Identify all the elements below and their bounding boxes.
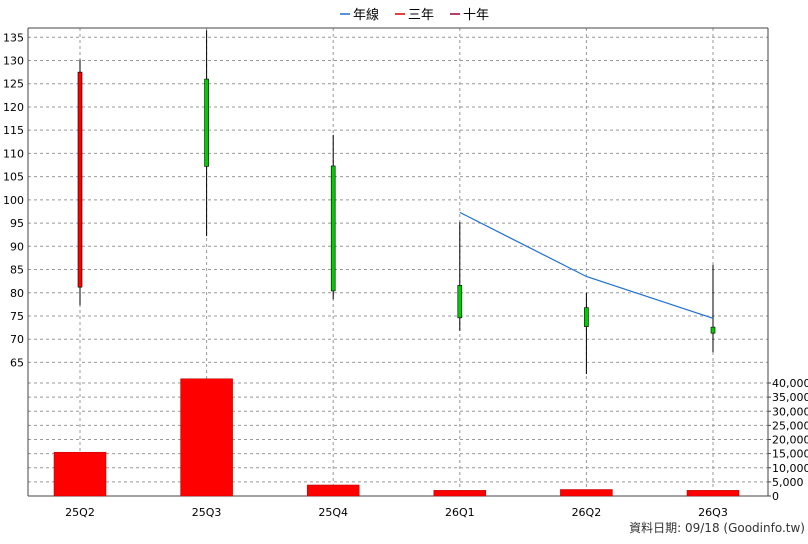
plot-frames	[27, 27, 769, 497]
x-tick-label: 25Q2	[65, 506, 95, 519]
volume-bar	[560, 489, 613, 497]
volume-bar	[686, 490, 740, 497]
ma-line	[459, 211, 714, 319]
candle	[584, 292, 589, 375]
legend-item: 三年	[395, 8, 434, 23]
volume-tick-label: 30,000	[772, 405, 808, 418]
volume-tick-label: 35,000	[772, 391, 808, 404]
volume-tick-label: 5,000	[772, 476, 804, 489]
price-tick-label: 70	[10, 333, 24, 346]
volume-bar	[433, 490, 487, 497]
volume-tick-label: 10,000	[772, 462, 808, 475]
price-tick-label: 110	[3, 147, 24, 160]
x-tick-label: 25Q4	[318, 506, 348, 519]
volume-tick-label: 40,000	[772, 377, 808, 390]
price-tick-label: 135	[3, 31, 24, 44]
legend-item: 十年	[450, 8, 489, 23]
candle-body	[204, 78, 209, 167]
x-axis-labels: 25Q2 25Q3 25Q4 26Q1 26Q2 26Q3	[65, 506, 728, 519]
legend-label: 三年	[408, 8, 434, 23]
volume-tick-label: 0	[772, 490, 779, 503]
candle	[77, 59, 83, 306]
price-tick-label: 95	[10, 217, 24, 230]
candle-body	[77, 71, 83, 288]
legend-item: 年線	[340, 7, 379, 23]
x-tick-label: 26Q1	[445, 506, 475, 519]
price-tick-label: 80	[10, 287, 24, 300]
candle	[457, 222, 463, 331]
legend-label: 年線	[353, 7, 379, 23]
price-tick-label: 65	[10, 356, 24, 369]
volume-bar	[53, 451, 107, 497]
ma-lines	[459, 211, 714, 319]
price-tick-label: 90	[10, 240, 24, 253]
price-tick-label: 75	[10, 310, 24, 323]
candle-body	[457, 285, 463, 319]
legend: 年線 三年 十年	[340, 7, 489, 23]
volume-bars	[53, 378, 740, 497]
price-tick-label: 125	[3, 78, 24, 91]
price-tick-label: 120	[3, 101, 24, 114]
credit-text: 資料日期: 09/18 (Goodinfo.tw)	[629, 521, 805, 535]
volume-tick-label: 25,000	[772, 419, 808, 432]
volume-bar	[306, 484, 360, 497]
candle	[204, 30, 209, 237]
legend-label: 十年	[463, 8, 489, 23]
x-tick-label: 26Q3	[698, 506, 728, 519]
price-tick-label: 115	[3, 124, 24, 137]
candle-body	[710, 326, 716, 334]
x-tick-label: 26Q2	[572, 506, 602, 519]
volume-tick-label: 20,000	[772, 434, 808, 447]
x-tick-label: 25Q3	[192, 506, 222, 519]
price-tick-label: 130	[3, 55, 24, 68]
price-tick-label: 100	[3, 194, 24, 207]
volume-tick-label: 15,000	[772, 448, 808, 461]
price-axis-labels: 65 70 75 80 85 90 95 100 105 110 115 120 125 130 135	[3, 31, 24, 369]
candle	[710, 264, 716, 353]
price-candles	[77, 30, 716, 375]
price-tick-label: 85	[10, 264, 24, 277]
candle	[330, 134, 336, 300]
candle-body	[584, 307, 589, 327]
candle-body	[330, 165, 336, 292]
price-tick-label: 105	[3, 171, 24, 184]
volume-bar	[180, 378, 233, 497]
volume-grid	[28, 382, 768, 483]
